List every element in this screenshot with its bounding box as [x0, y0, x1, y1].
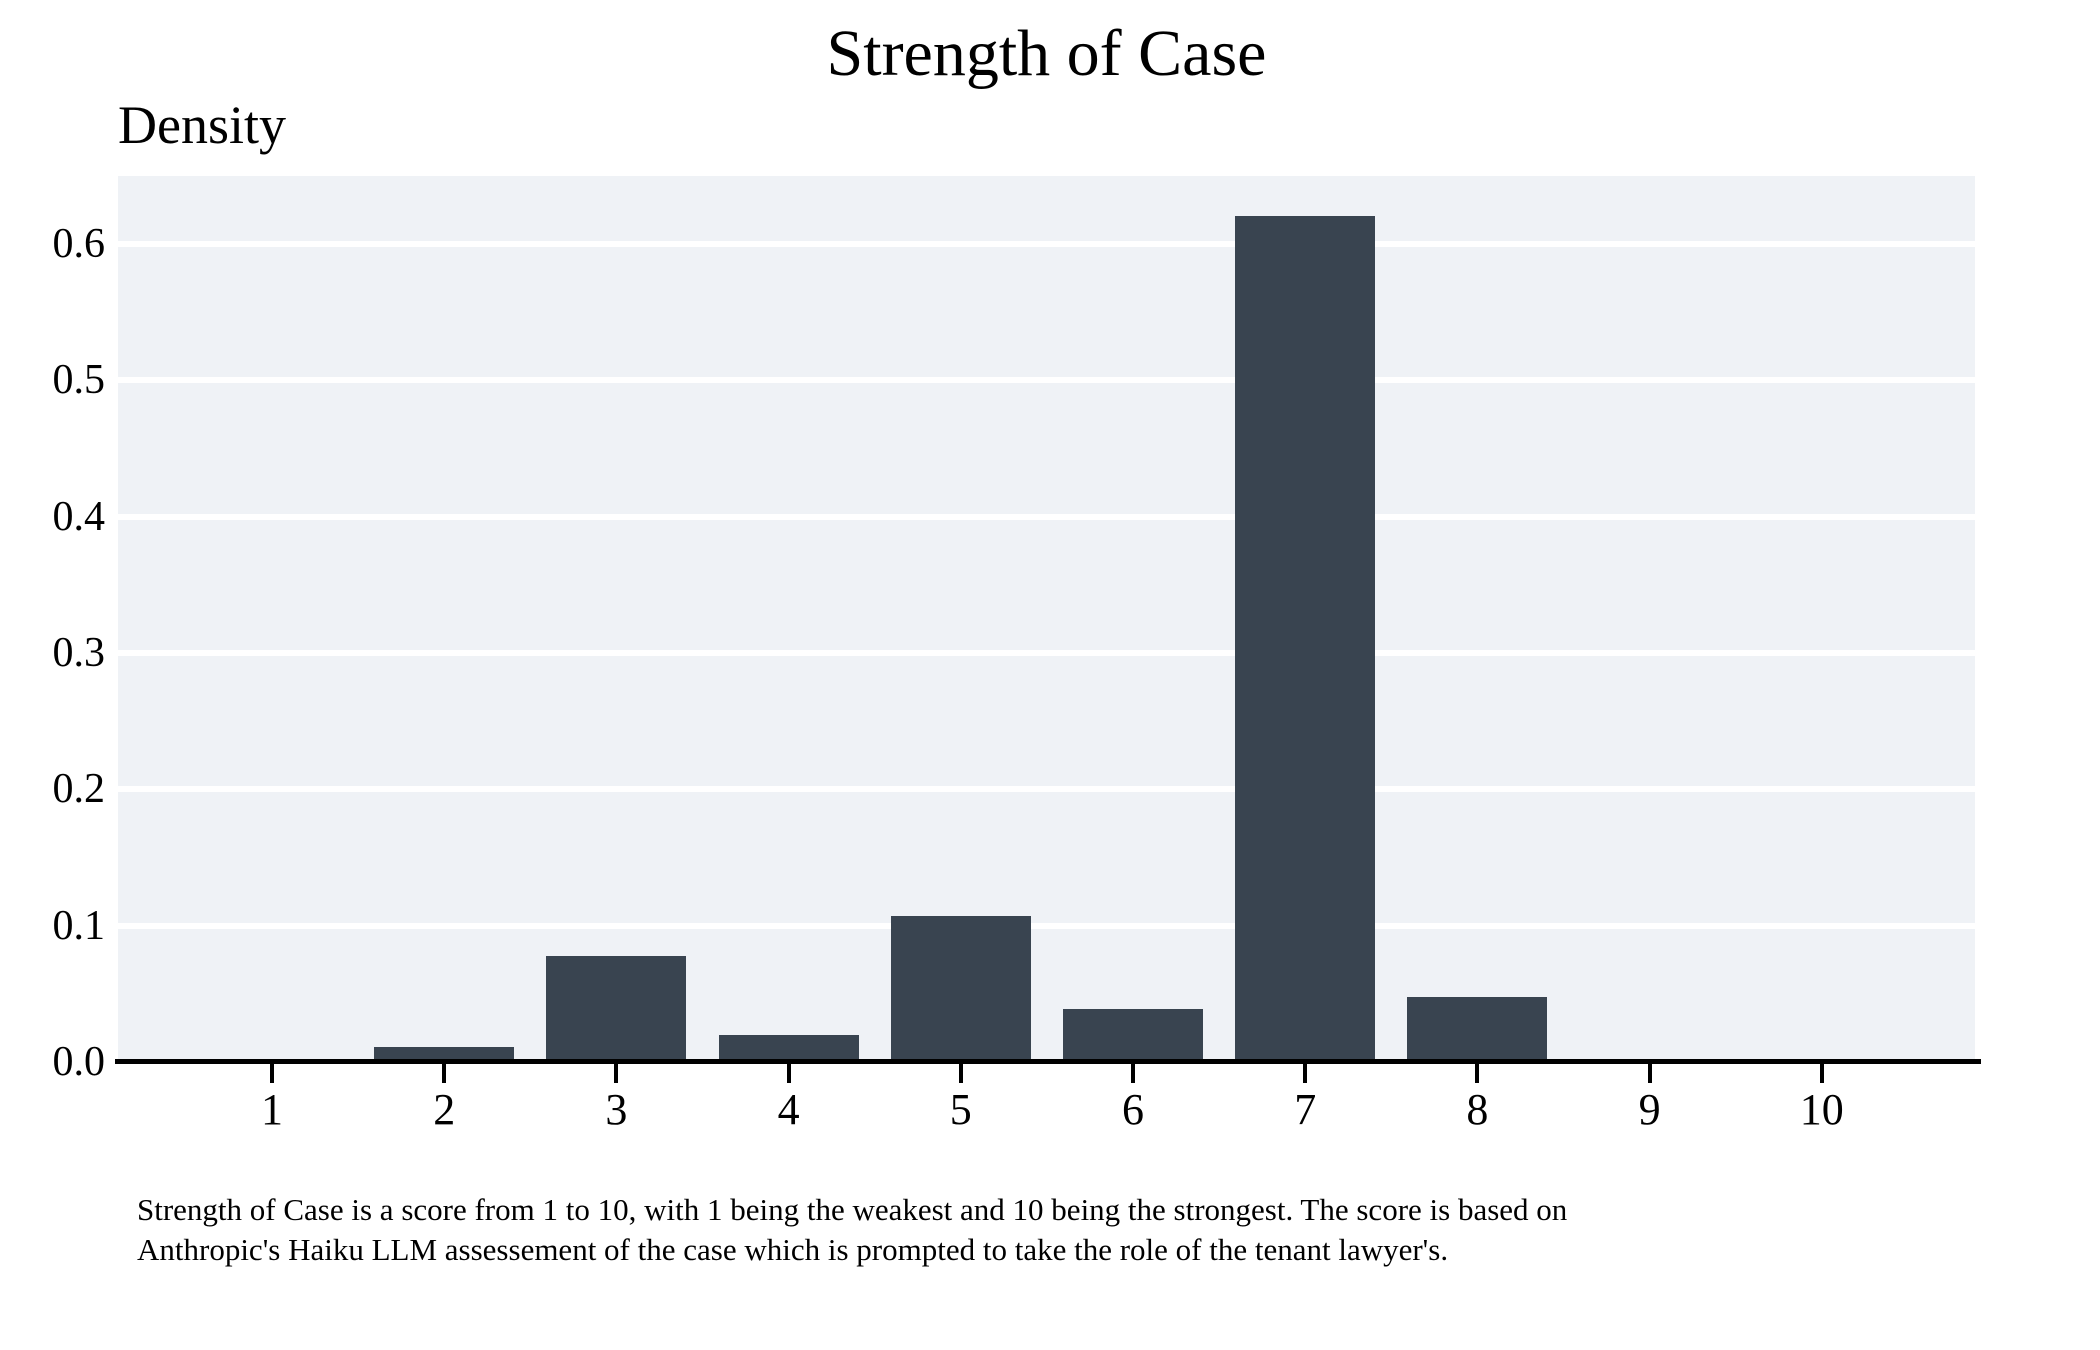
- caption-line-2: Anthropic's Haiku LLM assessement of the…: [137, 1232, 1449, 1267]
- plot-area: [118, 176, 1975, 1062]
- x-tick-label-9: 9: [1638, 1085, 1661, 1134]
- bar-score-2: [374, 1047, 515, 1062]
- y-tick-label-0.0: 0.0: [52, 1039, 106, 1085]
- gridline-y-0.2: [118, 786, 1975, 793]
- gridline-y-0.4: [118, 513, 1975, 520]
- bar-score-7: [1235, 215, 1376, 1062]
- x-tick-7: [1303, 1064, 1308, 1083]
- y-tick-label-0.6: 0.6: [52, 221, 106, 268]
- bar-score-3: [546, 955, 687, 1062]
- x-tick-label-10: 10: [1799, 1085, 1844, 1134]
- x-tick-8: [1475, 1064, 1480, 1083]
- x-tick-label-3: 3: [605, 1085, 628, 1134]
- bar-score-6: [1063, 1008, 1203, 1062]
- y-tick-label-0.1: 0.1: [52, 902, 106, 949]
- bar-score-8: [1407, 996, 1548, 1062]
- gridline-y-0.5: [118, 377, 1975, 384]
- x-tick-label-4: 4: [777, 1085, 800, 1134]
- bar-score-4: [718, 1034, 859, 1062]
- x-tick-1: [270, 1064, 274, 1083]
- x-tick-10: [1819, 1064, 1824, 1083]
- y-tick-label-0.2: 0.2: [52, 766, 106, 813]
- x-tick-9: [1647, 1064, 1652, 1083]
- y-tick-label-0.3: 0.3: [52, 630, 106, 677]
- x-tick-label-6: 6: [1122, 1085, 1144, 1134]
- gridline-y-0.1: [118, 922, 1975, 929]
- x-tick-label-5: 5: [949, 1085, 972, 1134]
- x-tick-6: [1131, 1064, 1135, 1083]
- chart-caption: Strength of Case is a score from 1 to 10…: [137, 1190, 1897, 1270]
- x-tick-label-7: 7: [1294, 1085, 1317, 1134]
- x-tick-label-8: 8: [1466, 1085, 1489, 1134]
- gridline-y-0.3: [118, 650, 1975, 657]
- x-tick-label-1: 1: [261, 1085, 283, 1134]
- x-tick-2: [442, 1064, 447, 1083]
- y-tick-label-0.5: 0.5: [52, 357, 106, 404]
- gridline-y-0.6: [118, 241, 1975, 248]
- chart-title: Strength of Case: [826, 17, 1267, 90]
- x-axis-line: [115, 1059, 1981, 1064]
- caption-line-1: Strength of Case is a score from 1 to 10…: [137, 1192, 1568, 1227]
- x-tick-5: [958, 1064, 963, 1083]
- x-tick-3: [614, 1064, 619, 1083]
- x-tick-4: [786, 1064, 791, 1083]
- y-axis-title: Density: [118, 95, 286, 155]
- bar-score-5: [890, 916, 1031, 1062]
- y-tick-label-0.4: 0.4: [52, 493, 106, 540]
- x-tick-label-2: 2: [433, 1085, 456, 1134]
